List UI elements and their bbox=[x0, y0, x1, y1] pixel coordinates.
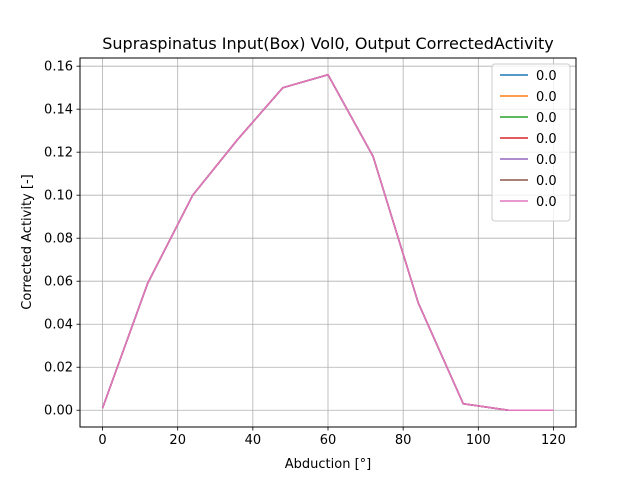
legend: 0.0 0.0 0.0 0.0 0.0 0.0 0.0 bbox=[491, 63, 571, 222]
x-axis-label: Abduction [°] bbox=[285, 457, 371, 472]
y-tick-label: 0.00 bbox=[44, 404, 73, 419]
grid bbox=[80, 58, 576, 427]
y-tick-label: 0.14 bbox=[44, 103, 73, 118]
legend-label-6: 0.0 bbox=[536, 174, 557, 189]
y-tick-label: 0.06 bbox=[44, 275, 73, 290]
y-tick-label: 0.08 bbox=[44, 232, 73, 247]
series-lines bbox=[101, 74, 554, 411]
series-line-7 bbox=[101, 74, 554, 411]
legend-label-7: 0.0 bbox=[536, 195, 557, 210]
legend-label-1: 0.0 bbox=[536, 69, 557, 84]
x-tick-label: 20 bbox=[169, 433, 186, 448]
legend-box bbox=[491, 63, 571, 222]
y-tick-label: 0.02 bbox=[44, 361, 73, 376]
x-tick-label: 80 bbox=[395, 433, 412, 448]
x-tick-label: 120 bbox=[541, 433, 566, 448]
legend-label-3: 0.0 bbox=[536, 111, 557, 126]
legend-label-4: 0.0 bbox=[536, 132, 557, 147]
x-tick-label: 40 bbox=[245, 433, 262, 448]
x-tick-label: 100 bbox=[466, 433, 491, 448]
chart-title: Supraspinatus Input(Box) Vol0, Output Co… bbox=[102, 34, 553, 53]
legend-label-5: 0.0 bbox=[536, 153, 557, 168]
y-tick-label: 0.12 bbox=[44, 146, 73, 161]
y-tick-label: 0.16 bbox=[44, 60, 73, 75]
y-tick-label: 0.10 bbox=[44, 189, 73, 204]
ticks: 0 20 40 60 80 100 120 0.00 0.02 0.04 0.06 0.08 0.10 0… bbox=[44, 60, 566, 448]
y-tick-label: 0.04 bbox=[44, 318, 73, 333]
y-axis-label: Corrected Activity [-] bbox=[20, 174, 35, 309]
x-tick-label: 0 bbox=[98, 433, 106, 448]
legend-label-2: 0.0 bbox=[536, 90, 557, 105]
x-tick-label: 60 bbox=[320, 433, 337, 448]
